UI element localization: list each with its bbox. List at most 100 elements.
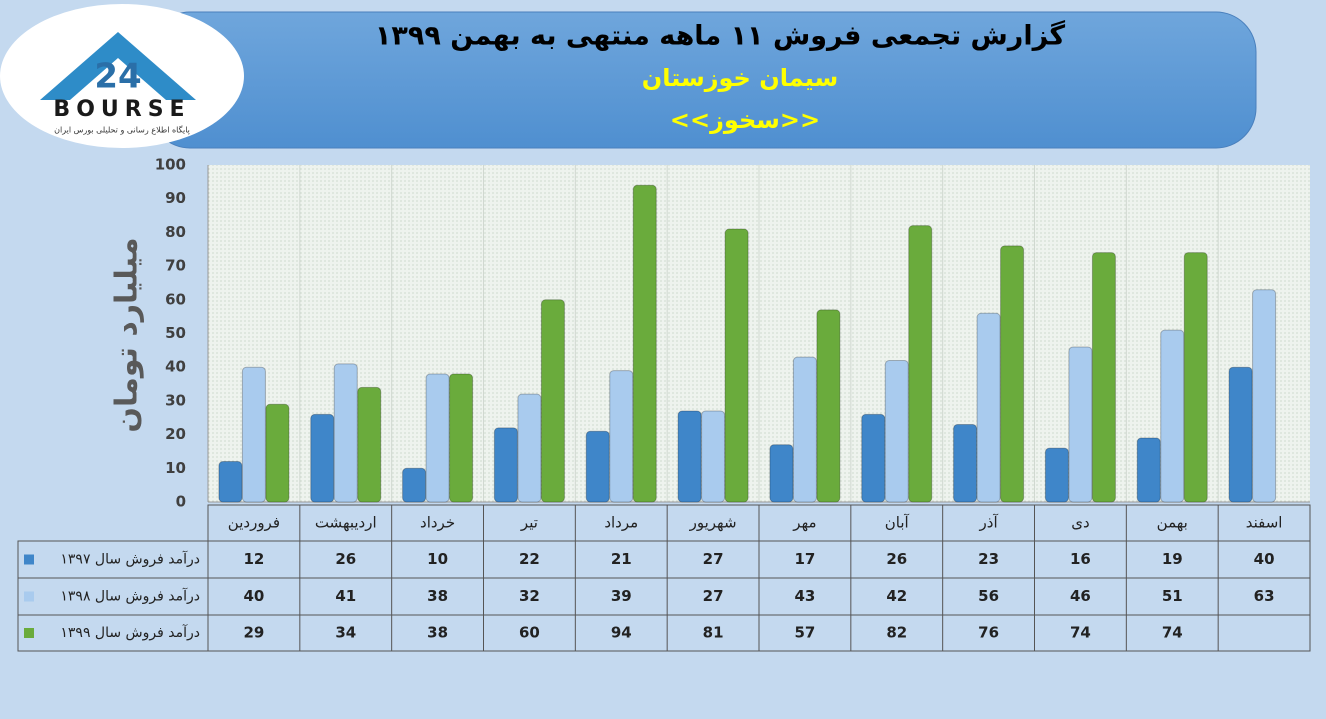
bar xyxy=(585,430,610,503)
x-tick-label: دی xyxy=(1071,514,1089,532)
bar xyxy=(953,423,978,503)
table-value: 38 xyxy=(427,624,448,642)
table-value: 29 xyxy=(243,624,264,642)
table-value: 32 xyxy=(519,587,540,605)
table-value: 94 xyxy=(611,624,632,642)
bar xyxy=(609,370,634,503)
table-value: 21 xyxy=(611,550,632,568)
table-value: 60 xyxy=(519,624,540,642)
logo-subtitle: پایگاه اطلاع رسانی و تحلیلی بورس ایران xyxy=(54,125,190,135)
bar xyxy=(724,228,749,503)
table-value: 76 xyxy=(978,624,999,642)
table-value: 43 xyxy=(794,587,815,605)
logo: 24 BOURSE پایگاه اطلاع رسانی و تحلیلی بو… xyxy=(0,4,244,148)
bar xyxy=(1228,366,1253,503)
table-value: 81 xyxy=(703,624,724,642)
table-value: 42 xyxy=(886,587,907,605)
bar xyxy=(769,444,794,503)
x-tick-label: آذر xyxy=(979,514,999,532)
bar xyxy=(402,467,427,503)
bar xyxy=(1160,329,1185,503)
x-tick-label: آبان xyxy=(885,514,910,532)
table-value: 56 xyxy=(978,587,999,605)
y-tick-label: 90 xyxy=(165,189,186,207)
x-tick-label: اردیبهشت xyxy=(315,514,377,532)
legend-label: درآمد فروش سال ۱۳۹۹ xyxy=(60,624,200,641)
table-value: 74 xyxy=(1070,624,1091,642)
bar xyxy=(1044,447,1069,503)
table-value: 40 xyxy=(243,587,264,605)
bar xyxy=(218,461,243,503)
bar xyxy=(333,363,358,503)
table-value: 26 xyxy=(886,550,907,568)
bar xyxy=(976,312,1001,503)
table-value: 12 xyxy=(243,550,264,568)
bar xyxy=(493,427,518,503)
symbol: <<سخوز>> xyxy=(670,106,820,134)
table-value: 10 xyxy=(427,550,448,568)
table-value: 63 xyxy=(1254,587,1275,605)
y-tick-label: 100 xyxy=(155,156,186,174)
bar xyxy=(701,410,726,503)
y-tick-label: 40 xyxy=(165,358,186,376)
table-value: 23 xyxy=(978,550,999,568)
x-tick-label: مهر xyxy=(792,514,816,532)
table-value: 46 xyxy=(1070,587,1091,605)
logo-number: 24 xyxy=(94,57,141,97)
logo-text: BOURSE xyxy=(53,97,190,122)
table-value: 38 xyxy=(427,587,448,605)
table-value: 34 xyxy=(335,624,356,642)
y-tick-label: 30 xyxy=(165,391,186,409)
bar xyxy=(677,410,702,503)
bar xyxy=(908,225,933,503)
bar xyxy=(1136,437,1161,503)
legend-swatch xyxy=(24,554,34,565)
table-value: 51 xyxy=(1162,587,1183,605)
title: گزارش تجمعی فروش ۱۱ ماهه منتهی به بهمن ۱… xyxy=(375,20,1065,52)
table-value: 27 xyxy=(703,587,724,605)
bar xyxy=(1068,346,1093,503)
legend-label: درآمد فروش سال ۱۳۹۸ xyxy=(60,588,200,605)
y-tick-label: 50 xyxy=(165,324,186,342)
bar xyxy=(884,359,909,503)
x-tick-label: شهریور xyxy=(689,514,737,532)
legend-label: درآمد فروش سال ۱۳۹۷ xyxy=(60,551,200,568)
bar xyxy=(449,373,474,503)
table-value: 74 xyxy=(1162,624,1183,642)
y-tick-label: 0 xyxy=(176,493,186,511)
table-value: 82 xyxy=(886,624,907,642)
table-value: 22 xyxy=(519,550,540,568)
table-value: 39 xyxy=(611,587,632,605)
legend-swatch xyxy=(24,628,34,638)
bar xyxy=(1091,252,1116,503)
bar xyxy=(517,393,542,503)
table-value: 17 xyxy=(794,550,815,568)
legend-swatch xyxy=(24,591,34,602)
table-value: 40 xyxy=(1254,550,1275,568)
table-value: 27 xyxy=(703,550,724,568)
y-tick-label: 80 xyxy=(165,223,186,241)
x-tick-label: فروردین xyxy=(228,514,280,532)
bar xyxy=(632,184,657,503)
bar xyxy=(861,413,886,503)
bar xyxy=(1252,289,1277,503)
bar xyxy=(241,366,266,503)
x-tick-label: اسفند xyxy=(1246,514,1283,532)
table-value: 41 xyxy=(335,587,356,605)
table-value: 26 xyxy=(335,550,356,568)
bar xyxy=(265,403,290,503)
y-axis-label: میلیارد تومان xyxy=(110,237,145,432)
table-value: 19 xyxy=(1162,550,1183,568)
bar xyxy=(792,356,817,503)
bar xyxy=(540,299,565,503)
bar xyxy=(425,373,450,503)
table-value: 16 xyxy=(1070,550,1091,568)
x-tick-label: خرداد xyxy=(420,514,455,532)
y-tick-label: 70 xyxy=(165,257,186,275)
x-tick-label: تیر xyxy=(520,514,538,532)
bar xyxy=(357,386,382,503)
bar xyxy=(816,309,841,503)
table-background xyxy=(17,540,1311,652)
bar xyxy=(1183,252,1208,503)
